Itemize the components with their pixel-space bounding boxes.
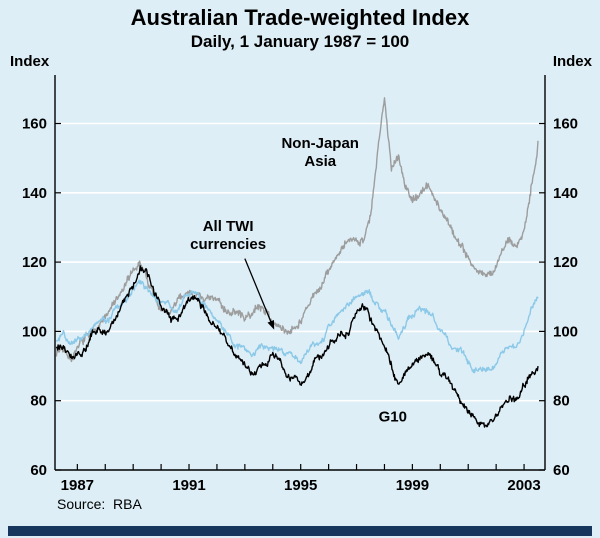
y-tick-label-left: 140 xyxy=(22,185,47,202)
y-tick-label-left: 120 xyxy=(22,254,47,271)
footer-bar xyxy=(8,526,592,536)
y-tick-label-right: 80 xyxy=(553,393,570,410)
y-tick-label-left: 60 xyxy=(30,462,47,479)
x-tick-label: 1987 xyxy=(61,477,94,494)
y-tick-label-right: 160 xyxy=(553,116,578,133)
series-line-all-twi xyxy=(55,279,539,374)
annotation-arrowhead xyxy=(267,320,275,330)
chart-subtitle: Daily, 1 January 1987 = 100 xyxy=(190,32,410,51)
y-tick-label-right: 120 xyxy=(553,254,578,271)
annotation-non-japan-asia: Non-Japan Asia xyxy=(281,135,359,170)
series-line-g10 xyxy=(55,265,539,428)
chart-title: Australian Trade-weighted Index xyxy=(130,5,470,30)
source-note: Source: RBA xyxy=(57,496,142,512)
y-tick-label-left: 80 xyxy=(30,393,47,410)
annotation-arrow xyxy=(244,258,273,324)
y-tick-label-left: 100 xyxy=(22,323,47,340)
y-tick-label-right: 140 xyxy=(553,185,578,202)
y-axis-label-right: Index xyxy=(552,53,592,70)
y-tick-label-left: 160 xyxy=(22,116,47,133)
x-tick-label: 2003 xyxy=(507,477,540,494)
annotation-all-twi: All TWI currencies xyxy=(190,218,266,253)
x-tick-label: 1999 xyxy=(396,477,429,494)
y-axis-label-left: Index xyxy=(10,53,50,70)
y-tick-label-right: 60 xyxy=(553,462,570,479)
x-tick-label: 1995 xyxy=(284,477,317,494)
series-line-non-japan-asia xyxy=(55,97,539,363)
y-tick-label-right: 100 xyxy=(553,323,578,340)
x-tick-label: 1991 xyxy=(172,477,205,494)
annotation-g10: G10 xyxy=(379,408,407,425)
